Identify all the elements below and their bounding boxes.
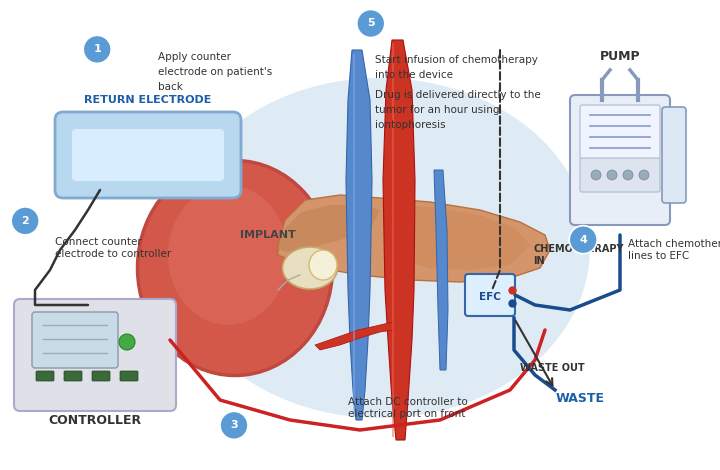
FancyBboxPatch shape — [580, 158, 660, 192]
Ellipse shape — [282, 247, 338, 289]
Circle shape — [570, 226, 597, 254]
FancyBboxPatch shape — [570, 95, 670, 225]
FancyBboxPatch shape — [580, 105, 660, 159]
FancyBboxPatch shape — [32, 312, 118, 368]
Text: WASTE OUT: WASTE OUT — [520, 363, 585, 373]
Text: 3: 3 — [230, 420, 238, 431]
Text: CHEMOTHERAPY
IN: CHEMOTHERAPY IN — [533, 244, 624, 266]
Polygon shape — [434, 170, 448, 370]
FancyBboxPatch shape — [64, 371, 82, 381]
Ellipse shape — [138, 160, 333, 376]
Ellipse shape — [170, 78, 590, 418]
Polygon shape — [278, 205, 380, 252]
FancyBboxPatch shape — [662, 107, 686, 203]
FancyBboxPatch shape — [92, 371, 110, 381]
Text: Attach chemotherapy
lines to EFC: Attach chemotherapy lines to EFC — [628, 239, 720, 261]
Text: RETURN ELECTRODE: RETURN ELECTRODE — [84, 95, 212, 105]
Text: 2: 2 — [22, 216, 29, 226]
Text: electrode on patient's: electrode on patient's — [158, 67, 272, 77]
Text: IMPLANT: IMPLANT — [240, 230, 296, 240]
FancyBboxPatch shape — [36, 371, 54, 381]
Text: 4: 4 — [580, 235, 587, 245]
Text: back: back — [158, 82, 183, 92]
Circle shape — [12, 207, 39, 235]
Text: tumor for an hour using: tumor for an hour using — [375, 105, 500, 115]
Circle shape — [119, 334, 135, 350]
Text: Attach DC controller to
electrical port on front: Attach DC controller to electrical port … — [348, 397, 468, 419]
Text: Apply counter: Apply counter — [158, 52, 231, 62]
Polygon shape — [383, 40, 415, 440]
Text: CONTROLLER: CONTROLLER — [48, 414, 142, 426]
Polygon shape — [278, 195, 550, 282]
FancyBboxPatch shape — [55, 112, 241, 198]
Circle shape — [220, 411, 248, 439]
Circle shape — [357, 9, 384, 38]
Text: PUMP: PUMP — [600, 50, 640, 63]
Circle shape — [591, 170, 601, 180]
Text: EFC: EFC — [479, 292, 501, 302]
Circle shape — [607, 170, 617, 180]
Text: Start infusion of chemotherapy: Start infusion of chemotherapy — [375, 55, 538, 65]
Polygon shape — [390, 205, 530, 270]
Circle shape — [623, 170, 633, 180]
Text: 1: 1 — [94, 44, 101, 55]
FancyBboxPatch shape — [14, 299, 176, 411]
FancyBboxPatch shape — [72, 129, 224, 181]
Text: 5: 5 — [367, 18, 374, 29]
Ellipse shape — [168, 185, 288, 325]
Text: WASTE: WASTE — [556, 392, 605, 405]
Text: iontophoresis: iontophoresis — [375, 120, 446, 130]
Circle shape — [639, 170, 649, 180]
FancyBboxPatch shape — [465, 274, 515, 316]
Circle shape — [84, 35, 111, 63]
Text: Drug is delivered directly to the: Drug is delivered directly to the — [375, 90, 541, 100]
FancyBboxPatch shape — [120, 371, 138, 381]
Polygon shape — [315, 322, 393, 350]
Text: into the device: into the device — [375, 70, 453, 80]
Polygon shape — [346, 50, 372, 420]
Ellipse shape — [309, 250, 337, 280]
Text: Connect counter
electrode to controller: Connect counter electrode to controller — [55, 237, 171, 259]
